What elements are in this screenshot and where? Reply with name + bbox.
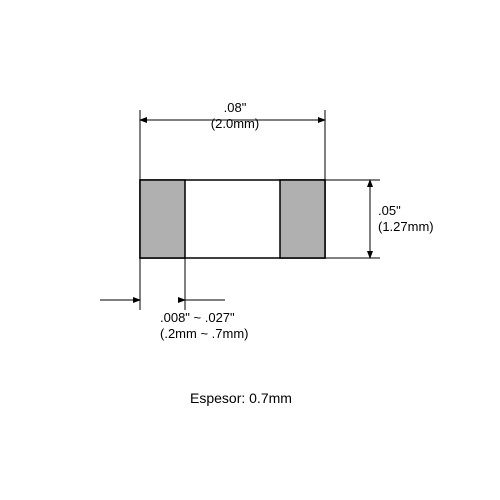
drawing-canvas: .08" (2.0mm) .05" (1.27mm) .008" ~ .027"… [0, 0, 500, 500]
height-mm: (1.27mm) [378, 219, 434, 234]
thickness-label: Espesor: 0.7mm [190, 390, 292, 406]
terminal-dimension-label: .008" ~ .027" (.2mm ~ .7mm) [160, 310, 280, 341]
width-mm: (2.0mm) [211, 116, 259, 131]
width-inch: .08" [224, 100, 247, 115]
terminal-inch: .008" ~ .027" [160, 310, 235, 325]
width-dimension-label: .08" (2.0mm) [190, 100, 280, 131]
height-dimension-label: .05" (1.27mm) [378, 203, 448, 234]
height-inch: .05" [378, 203, 401, 218]
terminal-mm: (.2mm ~ .7mm) [160, 326, 248, 341]
thickness-text: Espesor: 0.7mm [190, 390, 292, 406]
dimension-svg [0, 0, 500, 500]
